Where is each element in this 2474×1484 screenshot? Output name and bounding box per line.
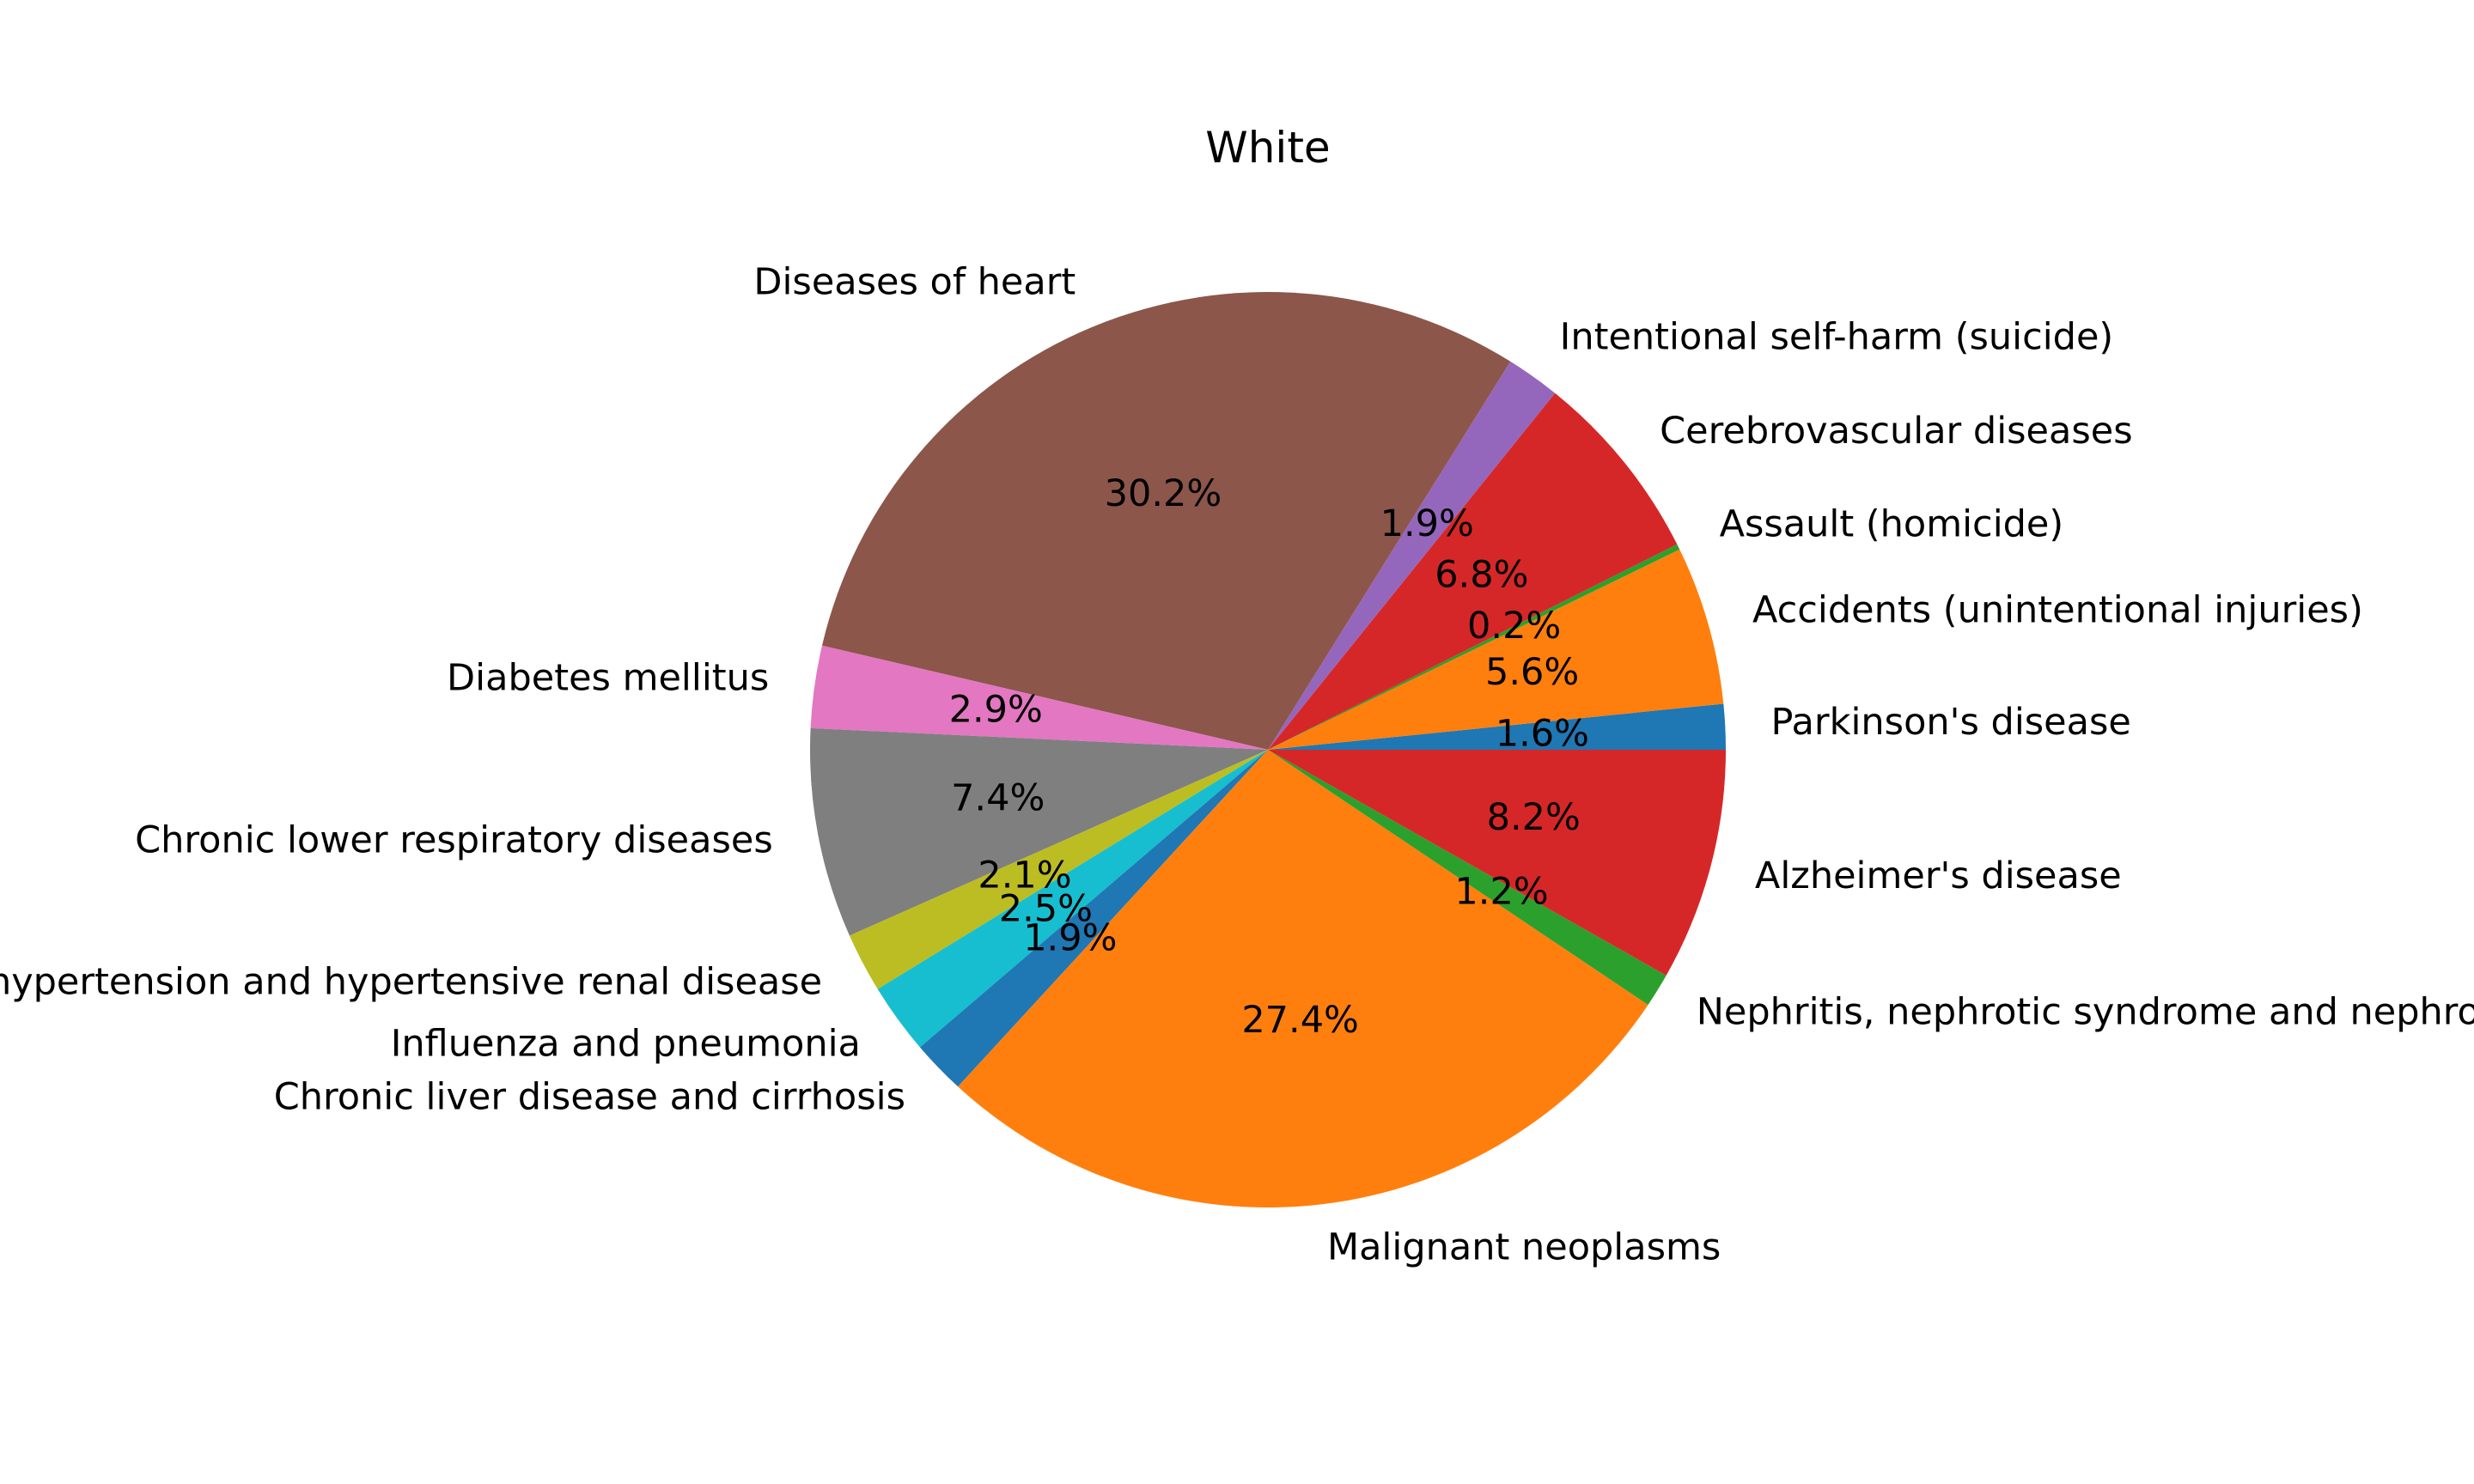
slice-label-nephritis-nephrotic-syndrome-and-nephrosis: Nephritis, nephrotic syndrome and nephro…	[1697, 991, 2474, 1034]
percent-label-influenza-and-pneumonia: 2.5%	[999, 888, 1093, 931]
percent-label-intentional-self-harm-suicide: 1.9%	[1380, 502, 1474, 545]
percent-label-diabetes-mellitus: 2.9%	[949, 688, 1043, 731]
slice-label-malignant-neoplasms: Malignant neoplasms	[1327, 1226, 1721, 1269]
pie-slice-alzheimer-s-disease	[1268, 750, 1726, 976]
percent-label-malignant-neoplasms: 27.4%	[1241, 999, 1359, 1042]
percent-labels: 1.6% 5.6%0.2% 6.8% 1.9% 30.2% 2.9% 7.4% 2.1%2.5…	[949, 472, 1589, 1042]
slice-label-diseases-of-heart: Diseases of heart	[753, 261, 1076, 304]
pie-slice-chronic-liver-disease-and-cirrhosis	[919, 750, 1268, 1087]
slice-label-parkinson-s-disease: Parkinson's disease	[1771, 701, 2131, 744]
pie-slice-influenza-and-pneumonia	[877, 750, 1268, 1048]
pie-slice-diabetes-mellitus	[810, 645, 1268, 750]
pie-slice-parkinson-s-disease	[1268, 703, 1726, 750]
percent-label-parkinson-s-disease: 1.6%	[1496, 712, 1589, 755]
percent-label-cerebrovascular-diseases: 6.8%	[1435, 554, 1528, 597]
pie-slice-accidents-unintentional-injuries	[1268, 549, 1724, 750]
pie-slice-diseases-of-heart	[821, 291, 1511, 750]
chart-title: White	[1205, 123, 1330, 173]
slice-label-intentional-self-harm-suicide: Intentional self-harm (suicide)	[1560, 316, 2114, 359]
slice-label-chronic-liver-disease-and-cirrhosis: Chronic liver disease and cirrhosis	[274, 1076, 905, 1119]
pie-slice-nephritis-nephrotic-syndrome-and-nephrosis	[1268, 750, 1667, 1006]
pie-slice-malignant-neoplasms	[958, 750, 1648, 1207]
pie-slice-assault-homicide	[1268, 544, 1680, 750]
slice-label-essential-hypertension-and-hypertensive-renal-disease: Essential hypertension and hypertensive …	[0, 960, 822, 1003]
pie-slice-essential-hypertension-and-hypertensive-renal-disease	[849, 750, 1268, 989]
pie-slice-chronic-lower-respiratory-diseases	[810, 727, 1268, 936]
percent-label-chronic-lower-respiratory-diseases: 7.4%	[951, 776, 1045, 819]
slice-label-diabetes-mellitus: Diabetes mellitus	[447, 657, 769, 700]
pie-slice-intentional-self-harm-suicide	[1268, 361, 1556, 750]
percent-label-nephritis-nephrotic-syndrome-and-nephrosis: 1.2%	[1454, 871, 1548, 914]
percent-label-accidents-unintentional-injuries: 5.6%	[1485, 651, 1579, 694]
slice-labels: Parkinson's disease Accidents (unintentio…	[0, 261, 2474, 1269]
percent-label-assault-homicide: 0.2%	[1467, 605, 1561, 648]
percent-label-diseases-of-heart: 30.2%	[1105, 472, 1222, 515]
slice-label-cerebrovascular-diseases: Cerebrovascular diseases	[1660, 410, 2132, 453]
slice-label-alzheimer-s-disease: Alzheimer's disease	[1755, 855, 2122, 897]
slice-label-accidents-unintentional-injuries: Accidents (unintentional injuries)	[1752, 588, 2363, 631]
percent-label-essential-hypertension-and-hypertensive-renal-disease: 2.1%	[978, 854, 1071, 897]
percent-label-chronic-liver-disease-and-cirrhosis: 1.9%	[1023, 917, 1117, 960]
slice-label-influenza-and-pneumonia: Influenza and pneumonia	[391, 1022, 861, 1065]
slice-label-assault-homicide: Assault (homicide)	[1720, 503, 2064, 546]
pie-slice-cerebrovascular-diseases	[1268, 392, 1678, 750]
percent-label-alzheimer-s-disease: 8.2%	[1487, 796, 1581, 839]
slice-label-chronic-lower-respiratory-diseases: Chronic lower respiratory diseases	[135, 819, 773, 862]
pie-slices	[810, 291, 1726, 1207]
